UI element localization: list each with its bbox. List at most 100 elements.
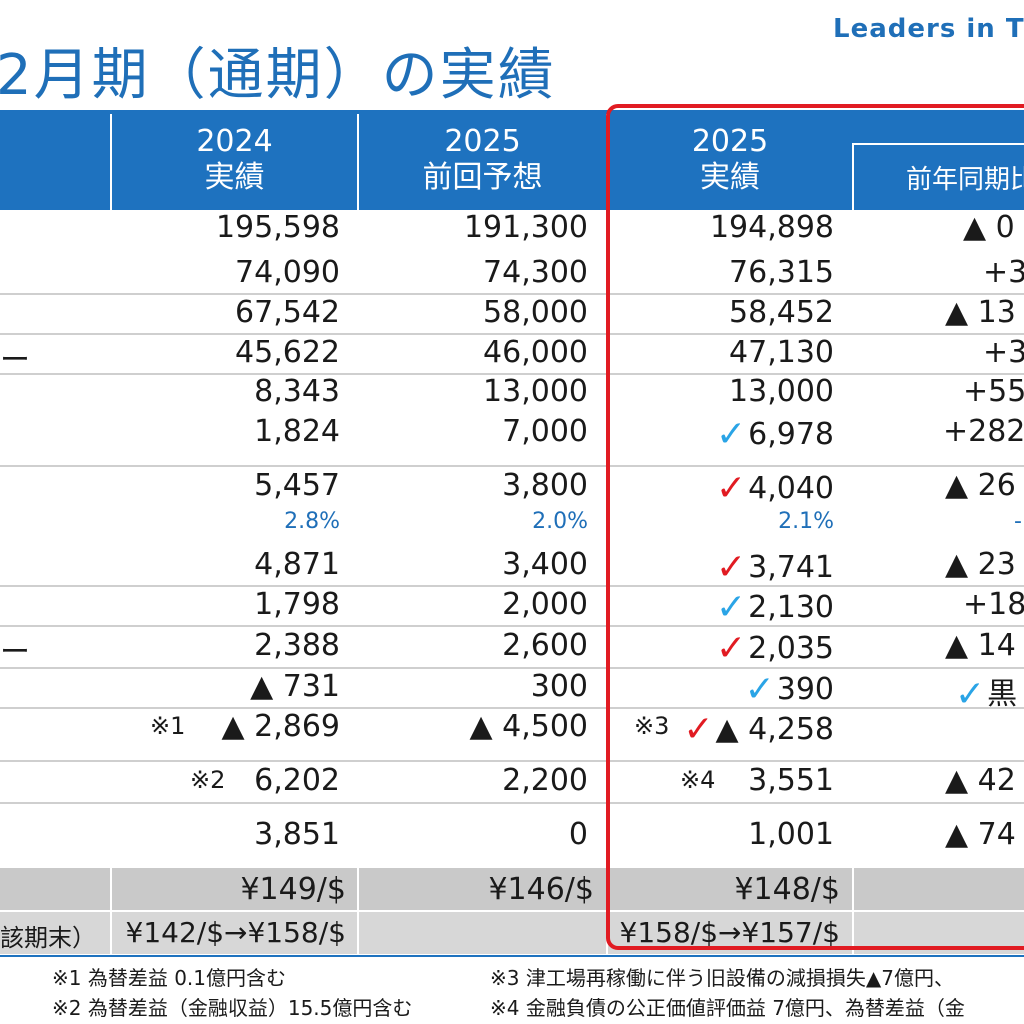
row-divider	[0, 333, 1024, 335]
cell-c1: 2,388	[254, 628, 340, 663]
cell-c3: ✓2,130	[716, 587, 834, 628]
row-divider	[0, 707, 1024, 709]
fx-avg-2025-forecast: ¥146/$	[488, 872, 594, 907]
row-divider	[0, 625, 1024, 627]
cell-c4: ▲ 23	[945, 547, 1016, 582]
footnote-mark: ※4	[680, 766, 716, 794]
cell-value: 4,040	[748, 471, 834, 506]
cell-c3: ✓▲ 4,258	[683, 709, 834, 750]
row-label-fragment: ー	[0, 635, 30, 670]
check-red-icon: ✓	[683, 709, 714, 750]
cell-c2: 13,000	[483, 374, 588, 409]
cell-c2: 2,000	[502, 587, 588, 622]
cell-c2: 300	[530, 669, 588, 704]
cell-c3: 13,000	[729, 374, 834, 409]
header-col-yoy: 前年同期比	[852, 143, 1024, 209]
cell-c2-pct: 2.0%	[532, 509, 588, 534]
cell-value: ▲ 4,258	[715, 712, 835, 747]
row-divider	[357, 868, 359, 954]
cell-value: 2,035	[748, 631, 834, 666]
check-blue-icon: ✓	[715, 414, 747, 455]
header-col-2025-actual: 2025 実績	[608, 110, 852, 210]
fx-period-end-label: 該期末）	[0, 924, 96, 952]
cell-c3: 194,898	[709, 210, 834, 245]
row-divider	[110, 868, 112, 954]
footnote-4: ※4 金融負債の公正価値評価益 7億円、為替差益（金	[490, 996, 965, 1020]
row-divider	[0, 760, 1024, 762]
cell-value: 2,130	[748, 590, 834, 625]
cell-c1: 8,343	[254, 374, 340, 409]
cell-c3: 47,130	[729, 335, 834, 370]
cell-c4: ▲ 26	[945, 468, 1016, 503]
row-divider	[0, 585, 1024, 587]
header-col-2025-forecast: 2025 前回予想	[359, 110, 606, 210]
row-divider	[0, 802, 1024, 804]
header-label: 実績	[700, 160, 760, 195]
check-blue-icon: ✓	[955, 674, 986, 715]
cell-c4: ▲ 14	[945, 628, 1016, 663]
cell-value: 黒	[987, 677, 1018, 712]
cell-c4: +55	[963, 374, 1024, 409]
footnote-mark: ※2	[190, 766, 226, 794]
cell-c2: 0	[568, 817, 588, 852]
header-divider	[357, 114, 359, 210]
cell-c4: +282	[943, 414, 1024, 449]
row-divider	[0, 667, 1024, 669]
check-red-icon: ✓	[715, 547, 747, 588]
cell-c1: ▲ 731	[250, 669, 340, 704]
cell-c1: 1,824	[254, 414, 340, 449]
row-divider	[0, 293, 1024, 295]
cell-c3: ✓2,035	[716, 628, 834, 669]
header-year: 2025	[444, 124, 521, 159]
cell-c2: 58,000	[483, 295, 588, 330]
cell-c4: ▲ 0	[963, 210, 1015, 245]
footnote-1: ※1 為替差益 0.1億円含む	[52, 966, 287, 990]
row-divider	[852, 868, 854, 954]
cell-c1: 1,798	[254, 587, 340, 622]
cell-c2: 3,400	[502, 547, 588, 582]
cell-c3-pct: 2.1%	[778, 509, 834, 534]
check-blue-icon: ✓	[744, 669, 775, 710]
cell-c3: ✓4,040	[716, 468, 834, 509]
cell-c4-pct: -	[1014, 509, 1022, 534]
cell-c2: 2,200	[502, 763, 588, 798]
cell-value: 3,741	[748, 550, 834, 585]
cell-c3: 3,551	[748, 763, 834, 798]
cell-c1: 67,542	[235, 295, 340, 330]
header-year: 2025	[691, 124, 769, 159]
cell-c1: 5,457	[254, 468, 340, 503]
header-divider	[110, 114, 112, 210]
footnote-mark: ※3	[634, 712, 670, 740]
check-blue-icon: ✓	[715, 587, 747, 628]
cell-c2: 3,800	[502, 468, 588, 503]
header-label: 前回予想	[422, 160, 543, 195]
brand-logo-text: Leaders in T	[833, 14, 1024, 44]
cell-c1: 6,202	[254, 763, 340, 798]
header-year: 2024	[196, 124, 273, 159]
cell-c2: 191,300	[463, 210, 588, 245]
cell-c3: ✓6,978	[716, 414, 834, 455]
cell-c1: 74,090	[235, 255, 340, 290]
cell-c2: 74,300	[483, 255, 588, 290]
cell-c4: +18	[963, 587, 1024, 622]
row-divider	[0, 465, 1024, 467]
cell-c3: ✓3,741	[716, 547, 834, 588]
cell-c3: 76,315	[729, 255, 834, 290]
cell-c4: +3	[983, 255, 1024, 290]
cell-c3: ✓390	[745, 669, 834, 710]
cell-c2: ▲ 4,500	[469, 709, 589, 744]
cell-c4: ▲ 74	[945, 817, 1016, 852]
cell-c3: 1,001	[748, 817, 834, 852]
fx-end-2025-actual: ¥158/$→¥157/$	[619, 916, 840, 949]
highlight-frame	[606, 104, 1024, 950]
page-title: 2月期（通期）の実績	[0, 43, 556, 108]
check-red-icon: ✓	[715, 468, 747, 509]
footnote-3: ※3 津工場再稼働に伴う旧設備の減損損失▲7億円、	[490, 966, 954, 990]
row-divider	[0, 373, 1024, 375]
cell-c1-pct: 2.8%	[284, 509, 340, 534]
cell-c4: ▲ 13	[945, 295, 1016, 330]
row-label-fragment: ー	[0, 343, 30, 378]
cell-c4: ▲ 42	[945, 763, 1016, 798]
fx-avg-2025-actual: ¥148/$	[734, 872, 840, 907]
cell-c1: ▲ 2,869	[221, 709, 341, 744]
